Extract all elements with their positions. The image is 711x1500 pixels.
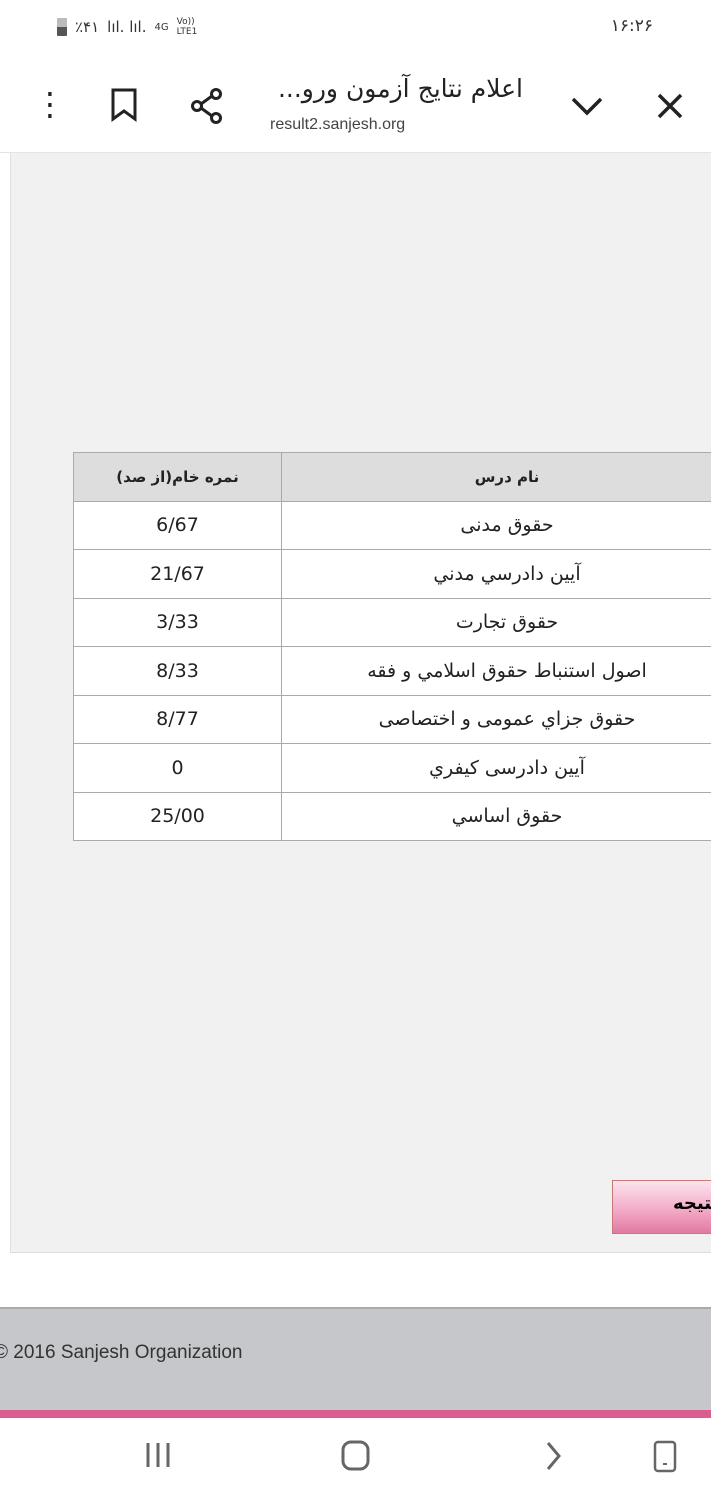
more-options-icon[interactable]: ⋮ — [34, 85, 66, 123]
battery-icon — [57, 18, 67, 36]
score-cell: 0 — [73, 743, 282, 793]
course-cell: حقوق مدنی — [281, 500, 711, 550]
network-type: 4G — [154, 21, 169, 33]
volte-icon: Vo)) LTE1 — [176, 17, 198, 37]
system-nav-bar — [0, 1418, 711, 1500]
home-icon[interactable] — [341, 1440, 371, 1472]
page-url[interactable]: result2.sanjesh.org — [270, 116, 406, 133]
page-title: اعلام نتايج آزمون ورو... — [277, 74, 523, 103]
table-row: 25/00 حقوق اساسي — [73, 791, 711, 841]
share-icon[interactable] — [189, 87, 225, 125]
result-button[interactable]: نتيجه — [612, 1180, 711, 1234]
table-row: 3/33 حقوق تجارت — [73, 597, 711, 647]
score-cell: 21/67 — [73, 549, 282, 599]
score-cell: 3/33 — [73, 597, 282, 647]
close-icon[interactable] — [656, 92, 684, 120]
table-header: نمره خام(از صد) نام درس — [73, 452, 711, 502]
battery-level: ٪۴۱ — [75, 18, 100, 36]
header-score: نمره خام(از صد) — [73, 452, 282, 502]
status-bar: ٪۴۱ lıl. lıl. 4G Vo)) LTE1 ۱۶:۲۶ — [0, 0, 711, 60]
table-row: 21/67 آيين دادرسي مدني — [73, 549, 711, 599]
table-row: 0 آيين دادرسی کيفري — [73, 743, 711, 793]
score-cell: 8/33 — [73, 646, 282, 696]
results-table: نمره خام(از صد) نام درس 6/67 حقوق مدنی 21/… — [73, 452, 711, 841]
footer-accent-bar — [0, 1410, 711, 1418]
copyright-text: © 2016 Sanjesh Organization — [0, 1342, 243, 1363]
course-cell: حقوق اساسي — [281, 791, 711, 841]
score-cell: 6/67 — [73, 500, 282, 550]
score-cell: 25/00 — [73, 791, 282, 841]
course-cell: اصول استنباط حقوق اسلامي و فقه — [281, 646, 711, 696]
recent-apps-icon[interactable] — [144, 1440, 172, 1470]
chevron-down-icon[interactable] — [570, 95, 604, 117]
table-row: 6/67 حقوق مدنی — [73, 500, 711, 550]
bookmark-icon[interactable] — [110, 88, 138, 122]
course-cell: آيين دادرسي مدني — [281, 549, 711, 599]
signal-icon: lıl. lıl. — [107, 18, 147, 36]
course-cell: حقوق تجارت — [281, 597, 711, 647]
back-icon[interactable] — [544, 1440, 564, 1472]
clock: ۱۶:۲۶ — [610, 16, 653, 36]
table-row: 8/77 حقوق جزاي عمومی و اختصاصی — [73, 694, 711, 744]
table-row: 8/33 اصول استنباط حقوق اسلامي و فقه — [73, 646, 711, 696]
course-cell: حقوق جزاي عمومی و اختصاصی — [281, 694, 711, 744]
score-cell: 8/77 — [73, 694, 282, 744]
header-course: نام درس — [281, 452, 711, 502]
rotate-screen-icon[interactable] — [653, 1440, 679, 1474]
footer: © 2016 Sanjesh Organization — [0, 1307, 711, 1410]
course-cell: آيين دادرسی کيفري — [281, 743, 711, 793]
browser-toolbar: ⋮ اعلام نتايج آزمون ورو... result2.sanje… — [0, 60, 711, 153]
